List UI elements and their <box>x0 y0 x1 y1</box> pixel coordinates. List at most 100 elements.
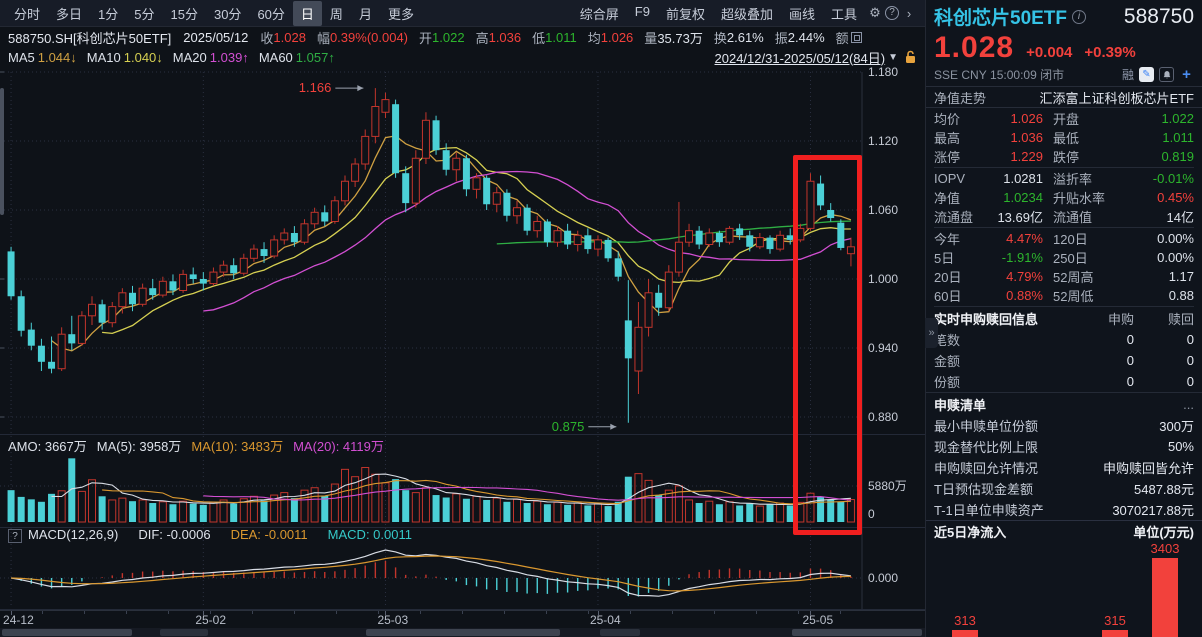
nav-trend-row[interactable]: 净值走势 汇添富上证科创板芯片ETF <box>926 86 1202 108</box>
stat-label: 净值 <box>934 191 961 206</box>
period-tab[interactable]: 30分 <box>213 6 242 22</box>
panel-collapse-handle[interactable]: » <box>925 318 938 348</box>
net-inflow-bar <box>1102 629 1128 637</box>
quote-field-label: 收 <box>260 31 274 46</box>
stat-label: 流通盘 <box>934 210 974 225</box>
stat-value: 1.229 <box>1010 149 1043 164</box>
quote-field-label: 开 <box>419 31 433 46</box>
redeem-label: T-1日单位申赎资产 <box>934 503 1044 518</box>
stat-label: 今年 <box>934 232 961 247</box>
redeem-value: 0 <box>1186 332 1194 347</box>
redeem-label: T日预估现金差额 <box>934 482 1033 497</box>
nav-trend-label[interactable]: 净值走势 <box>934 90 987 106</box>
stat-value: 4.79% <box>1006 269 1043 284</box>
help-icon[interactable]: ? <box>885 6 899 20</box>
svg-text:1.060: 1.060 <box>868 203 898 217</box>
amount-popup-icon[interactable] <box>850 32 862 43</box>
period-tab[interactable]: 更多 <box>387 6 414 22</box>
more-options-icon[interactable]: ... <box>1183 396 1194 412</box>
period-tab[interactable]: 日 <box>292 0 322 26</box>
scrollbar-segment[interactable] <box>366 629 560 636</box>
quote-field-value: 2.61% <box>726 30 764 45</box>
redeem-value: 0 <box>1186 353 1194 368</box>
subscribe-col-header: 申购 <box>1107 311 1134 327</box>
toolbar-tool[interactable]: 工具 <box>830 6 857 22</box>
scrollbar-segment[interactable] <box>600 629 640 636</box>
time-axis-minor-tick <box>336 611 337 614</box>
subscription-label: 笔数 <box>934 333 961 348</box>
scrollbar-segment[interactable] <box>2 629 132 636</box>
highlight-box-annotation <box>793 155 862 535</box>
toolbar-tool[interactable]: 超级叠加 <box>720 6 773 22</box>
stat-row: 净值 1.0234 升贴水率 0.45% <box>934 188 1194 207</box>
macd-legend-item: MACD: 0.0011 <box>327 527 412 542</box>
info-icon[interactable]: i <box>1072 9 1087 24</box>
period-tab[interactable]: 1分 <box>98 6 119 22</box>
stat-value: 0.00% <box>1157 231 1194 246</box>
time-axis: 24-12 25-02 25-03 25-04 25-05 <box>0 610 925 628</box>
price-change-pct: +0.39% <box>1084 44 1136 61</box>
toolbar-tool[interactable]: 前复权 <box>665 6 705 22</box>
toolbar-tool[interactable]: F9 <box>634 3 650 19</box>
quote-field-value: 1.022 <box>432 30 465 45</box>
time-axis-minor-tick <box>798 611 799 614</box>
macd-help-icon[interactable]: ? <box>8 529 22 543</box>
date-range-selector[interactable]: 2024/12/31-2025/05/12(84日) <box>714 50 886 66</box>
vertical-scrollbar[interactable] <box>0 88 4 215</box>
period-tab[interactable]: 多日 <box>56 6 83 22</box>
stat-value: -1.91% <box>1001 250 1043 265</box>
toolbar-tool[interactable]: 综合屏 <box>579 6 619 22</box>
time-axis-label: 24-12 <box>3 613 34 627</box>
stat-row: 流通盘 13.69亿 流通值 14亿 <box>934 207 1194 226</box>
stat-label: 120日 <box>1053 232 1088 247</box>
chevron-down-icon[interactable]: ▼ <box>888 51 898 63</box>
add-plus-icon[interactable]: + <box>1182 66 1191 83</box>
unlock-icon[interactable] <box>904 50 917 64</box>
subscription-title: 实时申购赎回信息 <box>934 311 1039 327</box>
price-change: +0.004 <box>1026 44 1073 61</box>
ma-legend-item: MA20 1.039↑ <box>173 50 249 65</box>
stat-row: 20日 4.79% 52周高 1.17 <box>934 267 1194 286</box>
redeem-value: 50% <box>1167 439 1194 454</box>
stat-value: 1.0281 <box>1003 171 1043 186</box>
stat-value: 0.819 <box>1161 149 1194 164</box>
redeem-col-header: 赎回 <box>1167 311 1194 327</box>
macd-legend: ? MACD(12,26,9) DIF: -0.0006 DEA: -0.0011 MA… <box>8 527 432 543</box>
edit-pencil-icon[interactable]: ✎ <box>1139 67 1154 82</box>
period-tab[interactable]: 5分 <box>134 6 155 22</box>
period-tab[interactable]: 分时 <box>14 6 41 22</box>
settings-gear-icon[interactable]: ⚙ <box>869 5 881 20</box>
volume-legend-item: MA(5): 3958万 <box>96 439 182 454</box>
stat-label: 250日 <box>1053 251 1088 266</box>
stat-value: 4.47% <box>1006 231 1043 246</box>
chevron-right-icon[interactable]: › <box>906 5 912 21</box>
scrollbar-segment[interactable] <box>792 629 922 636</box>
svg-text:5880万: 5880万 <box>868 479 907 493</box>
stat-label: IOPV <box>934 171 966 186</box>
stat-section: 今年 4.47% 120日 0.00% 5日 -1.91% 250日 0.00% 20日 4.79… <box>934 228 1194 307</box>
stat-value: 14亿 <box>1166 210 1194 225</box>
alert-bell-icon[interactable] <box>1159 67 1174 82</box>
period-tab[interactable]: 月 <box>358 6 372 22</box>
instrument-code: 588750 <box>1123 4 1194 28</box>
time-axis-minor-tick <box>84 611 85 614</box>
last-price: 1.028 <box>934 31 1015 64</box>
period-tab[interactable]: 60分 <box>257 6 285 22</box>
quote-field-label: 振 <box>774 31 788 46</box>
period-tab[interactable]: 周 <box>329 6 343 22</box>
chart-scrollbar[interactable] <box>0 628 925 637</box>
candlestick-chart[interactable]: 1.180 1.120 1.060 1.000 0.940 0.880 5880万 0 0.00… <box>0 66 925 610</box>
subscription-row: 笔数 0 0 <box>934 329 1194 350</box>
scrollbar-segment[interactable] <box>160 629 208 636</box>
quote-field-value: 1.026 <box>600 30 634 45</box>
ma-value: 1.040↓ <box>123 49 163 65</box>
toolbar-tool[interactable]: 画线 <box>788 6 815 22</box>
stat-value: 1.011 <box>1162 130 1194 145</box>
stat-value: 0.88 <box>1168 288 1194 303</box>
exchange-label: SSE <box>934 67 959 82</box>
period-tab[interactable]: 15分 <box>170 6 198 22</box>
subscribe-value: 0 <box>1126 332 1134 347</box>
redeem-list-title: 申赎清单 <box>934 397 987 413</box>
time-axis-minor-tick <box>630 611 631 614</box>
